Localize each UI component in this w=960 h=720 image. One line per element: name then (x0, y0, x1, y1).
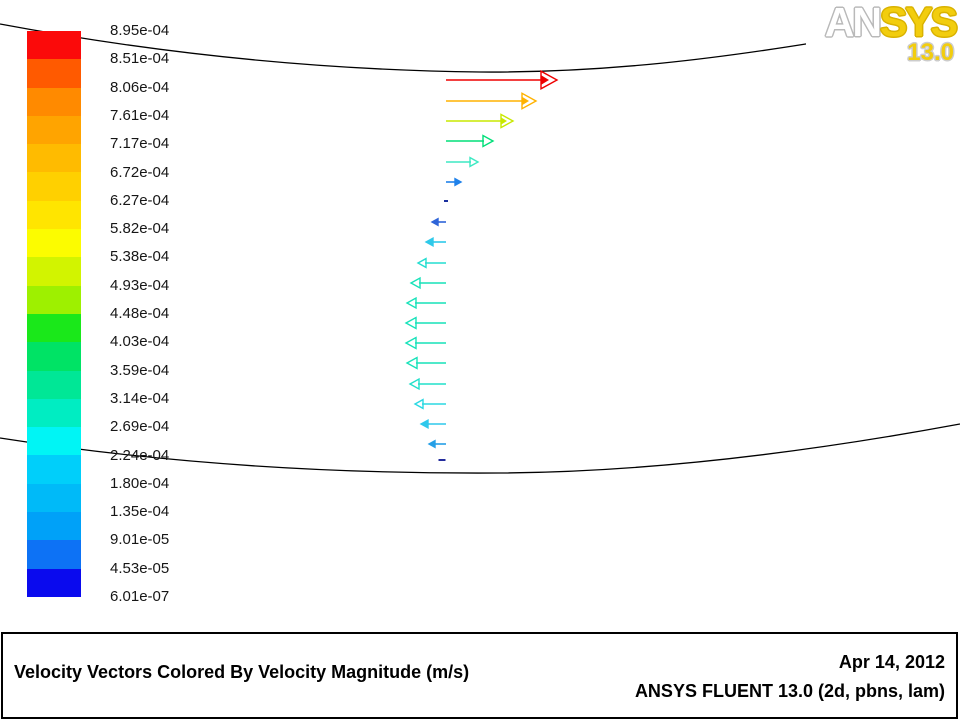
solver-info: ANSYS FLUENT 13.0 (2d, pbns, lam) (634, 681, 945, 701)
velocity-vector-head (419, 418, 429, 430)
colorbar-segment (27, 455, 81, 484)
velocity-vector-head (427, 439, 436, 449)
colorbar-segment (27, 257, 81, 286)
velocity-vector-head (404, 316, 417, 330)
colorbar-segment (27, 540, 81, 569)
colorbar-label: 1.80e-04 (110, 474, 170, 492)
velocity-vector-head (405, 296, 417, 310)
plot-title: Velocity Vectors Colored By Velocity Mag… (14, 662, 470, 682)
colorbar-segment (27, 115, 81, 145)
colorbar-label: 3.14e-04 (110, 389, 170, 407)
colorbar-label: 1.35e-04 (110, 503, 170, 521)
colorbar-label: 4.03e-04 (110, 333, 170, 351)
colorbar-segment (27, 313, 81, 343)
colorbar-label: 4.48e-04 (110, 305, 170, 322)
velocity-vector-head (482, 134, 495, 148)
colorbar-label: 8.95e-04 (110, 22, 170, 39)
velocity-vector-head (413, 398, 424, 410)
ansys-version-badge: 13.0 (907, 39, 954, 66)
colorbar-label: 3.59e-04 (110, 361, 170, 379)
colorbar-label: 8.51e-04 (110, 50, 170, 68)
colorbar-segment (27, 59, 81, 88)
colorbar-segment (27, 144, 81, 173)
ansys-logo-sys: SYS (879, 0, 958, 45)
colorbar-label: 5.82e-04 (110, 220, 170, 238)
colorbar-label: 6.27e-04 (110, 191, 170, 209)
colorbar-segment (27, 342, 81, 371)
bottom-wall-curve (0, 423, 960, 474)
caption-right-block: Apr 14, 2012 ANSYS FLUENT 13.0 (2d, pbns… (635, 648, 945, 706)
colorbar-label: 5.38e-04 (110, 248, 170, 266)
top-wall-curve (0, 23, 813, 73)
colorbar-segment (27, 200, 81, 230)
colorbar-label: 6.72e-04 (110, 163, 170, 181)
colorbar-label: 6.01e-07 (110, 588, 170, 605)
colorbar-label: 2.69e-04 (110, 418, 170, 436)
velocity-vector-head (424, 236, 434, 248)
colorbar-label: 8.06e-04 (110, 78, 170, 96)
velocity-vector-head (409, 276, 421, 290)
velocity-vector-head (408, 377, 420, 391)
colorbar-segment (27, 172, 81, 201)
velocity-vector-head-fill (501, 117, 507, 125)
colorbar-segment (27, 398, 81, 428)
ansys-logo: ANSYS 13.0 (806, 0, 960, 66)
ansys-logo-wordmark: ANSYS (806, 0, 958, 45)
velocity-vector-head (454, 177, 463, 187)
colorbar-segment (27, 370, 81, 399)
colorbar-label: 4.53e-05 (110, 559, 170, 577)
velocity-vector-head (416, 257, 427, 269)
caption-box: Velocity Vectors Colored By Velocity Mag… (1, 632, 958, 719)
colorbar-segment (27, 568, 81, 597)
velocity-vector-head (404, 336, 417, 350)
ansys-logo-an: AN (824, 0, 882, 45)
velocity-vector-head-fill (522, 96, 529, 106)
colorbar-segment (27, 229, 81, 258)
velocity-vector-head (405, 356, 418, 370)
colorbar-label: 4.93e-04 (110, 276, 170, 294)
velocity-magnitude-colorbar (27, 31, 81, 597)
colorbar-label: 9.01e-05 (110, 531, 170, 549)
colorbar-segment (27, 483, 81, 513)
colorbar-label: 7.61e-04 (110, 106, 170, 124)
colorbar-segment (27, 87, 81, 116)
velocity-vector-head (469, 156, 480, 168)
colorbar-segment (27, 512, 81, 541)
colorbar-label: 2.24e-04 (110, 446, 170, 464)
colorbar-segment (27, 427, 81, 456)
velocity-vector-head-fill (541, 75, 549, 85)
colorbar-label: 7.17e-04 (110, 135, 170, 153)
colorbar-segment (27, 285, 81, 314)
plot-date: Apr 14, 2012 (838, 652, 945, 672)
colorbar-segment (27, 31, 81, 60)
velocity-vector-head (430, 217, 439, 227)
